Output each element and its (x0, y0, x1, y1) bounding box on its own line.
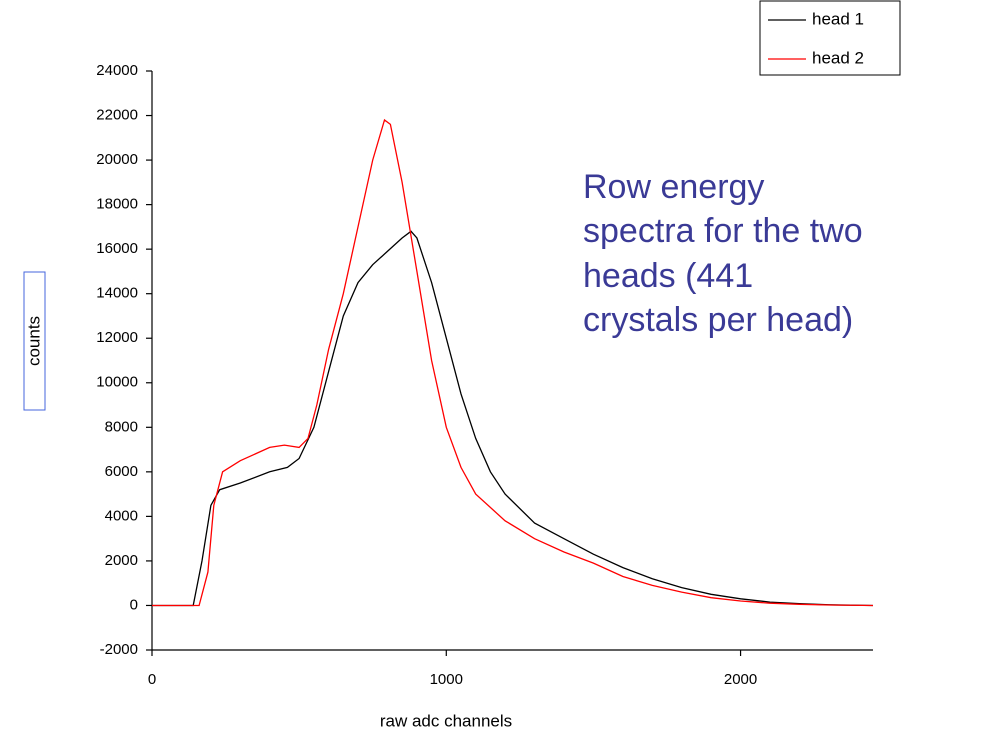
y-tick-label: 4000 (105, 507, 138, 524)
y-tick-label: 16000 (96, 240, 138, 257)
annotation-line: Row energy (583, 168, 764, 206)
y-tick-label: 22000 (96, 107, 138, 124)
y-tick-label: 18000 (96, 196, 138, 213)
y-tick-label: 14000 (96, 285, 138, 302)
y-tick-label: -2000 (100, 641, 138, 658)
y-label-box (23, 271, 46, 411)
series-line (152, 230, 874, 607)
y-tick-label: 24000 (96, 62, 138, 79)
annotation-line: crystals per head) (583, 301, 853, 339)
legend-box (759, 0, 901, 76)
y-tick-label: 6000 (105, 463, 138, 480)
annotation-line: spectra for the two (583, 212, 863, 250)
y-tick-label: 8000 (105, 418, 138, 435)
legend-label: head 1 (812, 9, 864, 28)
annotation-line: heads (441 (583, 257, 753, 295)
y-tick-label: 10000 (96, 374, 138, 391)
y-tick-label: 20000 (96, 151, 138, 168)
y-axis-label: counts (24, 316, 43, 366)
series-line (152, 118, 874, 607)
x-tick-label: 1000 (430, 671, 463, 688)
x-axis-label: raw adc channels (380, 711, 512, 730)
legend-label: head 2 (812, 48, 864, 67)
y-tick-label: 0 (130, 596, 138, 613)
y-tick-label: 12000 (96, 329, 138, 346)
y-tick-label: 2000 (105, 552, 138, 569)
annotation: Row energy spectra for the two heads (44… (583, 168, 863, 339)
x-tick-label: 2000 (724, 671, 757, 688)
x-tick-label: 0 (148, 671, 156, 688)
